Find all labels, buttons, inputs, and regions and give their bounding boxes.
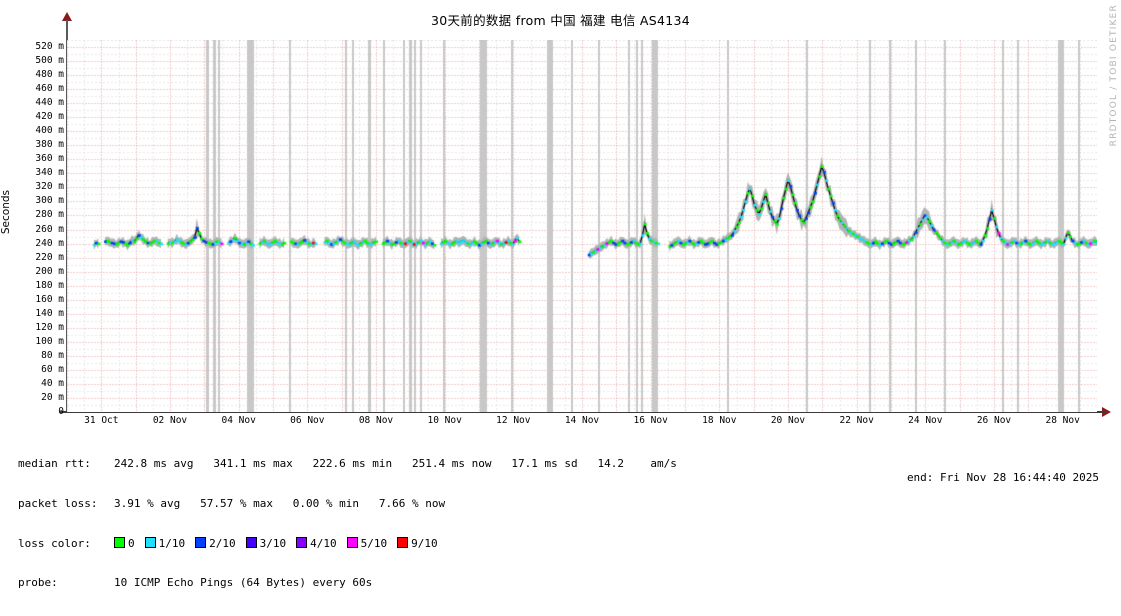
loss-color-chip: 2/10 xyxy=(195,536,236,550)
x-tick-label: 24 Nov xyxy=(908,415,943,426)
y-tick-label: 420 m xyxy=(35,111,64,123)
y-tick-label: 440 m xyxy=(35,97,64,109)
loss-color-swatch xyxy=(245,536,257,548)
x-tick-label: 12 Nov xyxy=(496,415,531,426)
x-tick-label: 28 Nov xyxy=(1045,415,1080,426)
loss-color-label-text: 3/10 xyxy=(259,536,287,550)
y-tick-label: 320 m xyxy=(35,181,64,193)
loss-color-label-text: 1/10 xyxy=(158,536,186,550)
y-tick-label: 460 m xyxy=(35,83,64,95)
y-tick-label: 280 m xyxy=(35,209,64,221)
loss-color-swatch xyxy=(296,536,308,548)
x-tick-label: 06 Nov xyxy=(290,415,325,426)
end-timestamp: end: Fri Nov 28 16:44:40 2025 xyxy=(906,471,1099,484)
loss-color-label: loss color: xyxy=(18,536,91,550)
page-title: 30天前的数据 from 中国 福建 电信 AS4134 xyxy=(430,13,691,28)
packet-loss-values: 3.91 % avg 57.57 % max 0.00 % min 7.66 %… xyxy=(114,497,446,510)
y-tick-label: 140 m xyxy=(35,307,64,319)
median-rtt-label: median rtt: xyxy=(18,457,91,471)
y-tick-label: 180 m xyxy=(35,279,64,291)
y-tick-label: 500 m xyxy=(35,55,64,67)
y-tick-label: 20 m xyxy=(41,391,64,403)
loss-color-chip: 9/10 xyxy=(397,536,438,550)
rtt-line-chart[interactable] xyxy=(67,40,1097,412)
loss-color-label-text: 4/10 xyxy=(310,536,337,550)
y-tick-label: 240 m xyxy=(35,237,64,249)
x-tick-label: 20 Nov xyxy=(770,415,806,426)
probe-label: probe: xyxy=(18,576,58,590)
x-axis-arrow-icon xyxy=(1102,407,1111,417)
x-tick-label: 04 Nov xyxy=(221,415,256,426)
y-tick-label: 400 m xyxy=(35,125,64,137)
y-tick-label: 360 m xyxy=(35,153,64,165)
x-tick-label: 16 Nov xyxy=(633,415,668,426)
loss-color-swatch xyxy=(144,536,156,548)
x-tick-label: 08 Nov xyxy=(358,415,394,426)
y-tick-label: 80 m xyxy=(41,349,64,361)
loss-color-label-text: 5/10 xyxy=(360,536,388,550)
loss-color-chip: 4/10 xyxy=(296,536,337,550)
loss-color-swatch xyxy=(346,536,358,548)
loss-color-label-text: 0 xyxy=(128,536,135,550)
probe-row: probe: 10 ICMP Echo Pings (64 Bytes) ever… xyxy=(18,576,677,589)
y-tick-label: 260 m xyxy=(35,223,64,235)
y-tick-label: 340 m xyxy=(35,167,64,179)
x-tick-label: 02 Nov xyxy=(152,415,188,426)
loss-color-chip: 3/10 xyxy=(245,536,287,550)
x-tick-label: 22 Nov xyxy=(839,415,874,426)
median-rtt-values: 242.8 ms avg 341.1 ms max 222.6 ms min 2… xyxy=(114,457,677,471)
loss-color-chip: 1/10 xyxy=(144,536,186,550)
y-tick-label: 200 m xyxy=(35,265,64,277)
y-tick-label: 60 m xyxy=(41,363,64,375)
x-tick-label: 18 Nov xyxy=(702,415,737,426)
y-tick-label: 300 m xyxy=(35,195,64,207)
loss-color-swatch xyxy=(114,536,125,548)
graph-statistics: median rtt: 242.8 ms avg 341.1 ms max 222… xyxy=(18,431,677,616)
loss-color-chip: 0 xyxy=(114,536,135,550)
y-tick-label: 120 m xyxy=(35,321,64,333)
y-tick-label: 160 m xyxy=(35,293,64,305)
median-rtt-row: median rtt: 242.8 ms avg 341.1 ms max 222… xyxy=(18,457,677,470)
loss-color-legend: 0 1/10 2/10 3/10 4/10 5/10 9/10 xyxy=(114,536,448,550)
x-tick-label: 10 Nov xyxy=(427,415,462,426)
x-axis-line xyxy=(60,411,1105,413)
loss-color-chip: 5/10 xyxy=(346,536,388,550)
packet-loss-row: packet loss: 3.91 % avg 57.57 % max 0.00 … xyxy=(18,497,677,510)
y-tick-label: 480 m xyxy=(35,69,64,81)
loss-color-row: loss color: 0 1/10 2/10 3/10 4/10 5/10 9/10 xyxy=(18,536,677,550)
loss-color-swatch xyxy=(195,536,207,548)
y-tick-label: 220 m xyxy=(35,251,64,263)
loss-color-label-text: 9/10 xyxy=(411,536,438,550)
probe-description: 10 ICMP Echo Pings (64 Bytes) every 60s xyxy=(114,576,373,590)
y-tick-label: 100 m xyxy=(35,335,64,347)
rrdtool-watermark: RRDTOOL / TOBI OETIKER xyxy=(1109,4,1119,147)
loss-color-swatch xyxy=(397,536,409,548)
loss-color-label-text: 2/10 xyxy=(209,536,236,550)
y-tick-label: 0 xyxy=(58,406,64,417)
x-tick-label: 31 Oct xyxy=(84,415,119,426)
y-axis-arrow-icon xyxy=(62,12,72,21)
rrdtool-graph-page: 30天前的数据 from 中国 福建 电信 AS4134 RRDTOOL / T… xyxy=(0,4,1119,590)
y-tick-label: 520 m xyxy=(35,41,64,53)
y-tick-label: 40 m xyxy=(41,377,64,389)
packet-loss-label: packet loss: xyxy=(18,497,98,510)
plot-area[interactable] xyxy=(67,40,1097,412)
y-tick-label: 380 m xyxy=(35,139,64,151)
x-tick-label: 26 Nov xyxy=(976,415,1012,426)
x-tick-label: 14 Nov xyxy=(564,415,600,426)
